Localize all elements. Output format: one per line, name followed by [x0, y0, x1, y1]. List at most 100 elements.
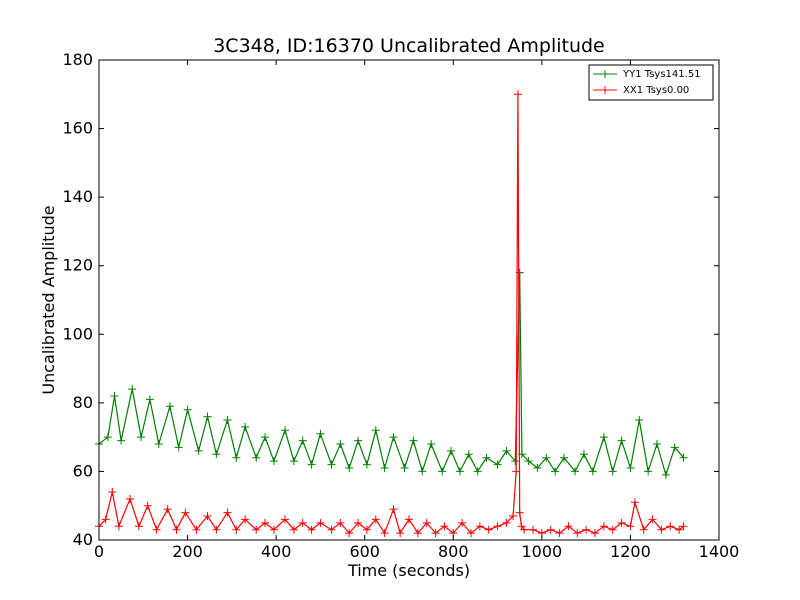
data-point [269, 457, 278, 466]
data-point [467, 529, 475, 538]
data-point [626, 464, 635, 472]
data-point [298, 436, 307, 445]
data-point [608, 467, 617, 476]
data-point [396, 529, 405, 538]
plot-frame [98, 59, 720, 541]
data-point [560, 453, 568, 462]
data-point [172, 525, 181, 534]
plot-area [99, 60, 719, 540]
legend-box [588, 64, 714, 101]
data-point [165, 402, 174, 411]
data-point [502, 446, 511, 455]
legend-marker-xx1: + [600, 83, 610, 97]
data-point [639, 525, 648, 534]
data-point [380, 464, 389, 472]
data-point [482, 453, 491, 462]
data-point [371, 515, 380, 524]
legend-label-xx1: XX1 Tsys0.00 [623, 85, 689, 96]
x-tick-label: 600 [349, 542, 380, 561]
series-yy1 [95, 268, 688, 479]
data-point [380, 529, 389, 538]
data-point [509, 512, 518, 520]
data-point [241, 422, 250, 431]
data-point [327, 525, 336, 534]
x-axis-label: Time (seconds) [347, 561, 470, 580]
data-point [440, 522, 449, 531]
data-point [134, 522, 143, 531]
data-point [512, 467, 521, 476]
data-point [493, 460, 502, 469]
data-point [582, 525, 591, 534]
data-point [128, 385, 137, 394]
data-point [137, 433, 146, 442]
data-point [281, 515, 289, 524]
data-point [418, 467, 427, 476]
data-point [316, 518, 325, 527]
data-point [203, 512, 212, 520]
data-point [362, 525, 371, 534]
data-point [626, 522, 635, 531]
data-point [551, 467, 560, 476]
data-point [307, 460, 316, 469]
data-point [154, 440, 163, 448]
ticks-layer: 0 200 400 600 800 1000 1200 1400 40 60 80 100 120 140… [62, 50, 739, 561]
data-point [298, 518, 307, 527]
data-point [174, 443, 183, 452]
data-point [354, 436, 363, 445]
data-point [464, 450, 473, 459]
data-point [269, 525, 278, 534]
data-point [336, 440, 345, 448]
data-point [163, 505, 172, 514]
data-point [564, 522, 573, 531]
data-point [289, 457, 298, 466]
y-tick-label: 140 [62, 187, 93, 206]
data-point [661, 470, 670, 479]
data-point [657, 525, 666, 534]
data-point [546, 525, 555, 534]
data-point [400, 464, 409, 472]
data-point [252, 525, 261, 534]
data-point [232, 453, 241, 462]
data-point [515, 508, 524, 517]
data-point [422, 518, 431, 527]
data-point [101, 515, 110, 524]
x-tick-label: 1200 [610, 542, 651, 561]
data-point [502, 518, 511, 527]
data-point [493, 522, 502, 531]
chart-title: 3C348, ID:16370 Uncalibrated Amplitude [213, 35, 605, 57]
x-tick-label: 1000 [521, 542, 562, 561]
data-point [670, 443, 679, 452]
data-point [223, 508, 232, 517]
data-point [679, 522, 688, 531]
data-point [181, 508, 190, 517]
data-point [152, 525, 161, 534]
data-point [653, 440, 661, 448]
data-point [458, 518, 467, 527]
data-point [679, 453, 688, 462]
data-point [223, 416, 232, 424]
data-point [389, 433, 398, 442]
data-point [192, 525, 201, 534]
data-point [630, 498, 639, 507]
data-point [327, 460, 336, 469]
data-point [533, 464, 542, 472]
data-point [431, 529, 440, 538]
data-point [484, 525, 493, 534]
data-point [555, 529, 564, 538]
data-point [529, 525, 537, 534]
data-point [675, 525, 684, 534]
data-point [409, 436, 418, 445]
data-point [345, 529, 354, 538]
data-point [354, 518, 363, 527]
y-tick-label: 180 [62, 50, 93, 69]
data-point [617, 518, 626, 527]
series-line [98, 272, 685, 477]
data-point [345, 464, 354, 472]
data-point [307, 525, 316, 534]
data-point [252, 453, 261, 462]
y-axis-label: Uncalibrated Amplitude [39, 205, 58, 394]
y-tick-label: 80 [73, 393, 93, 412]
data-point [438, 467, 447, 476]
data-point [635, 416, 644, 424]
